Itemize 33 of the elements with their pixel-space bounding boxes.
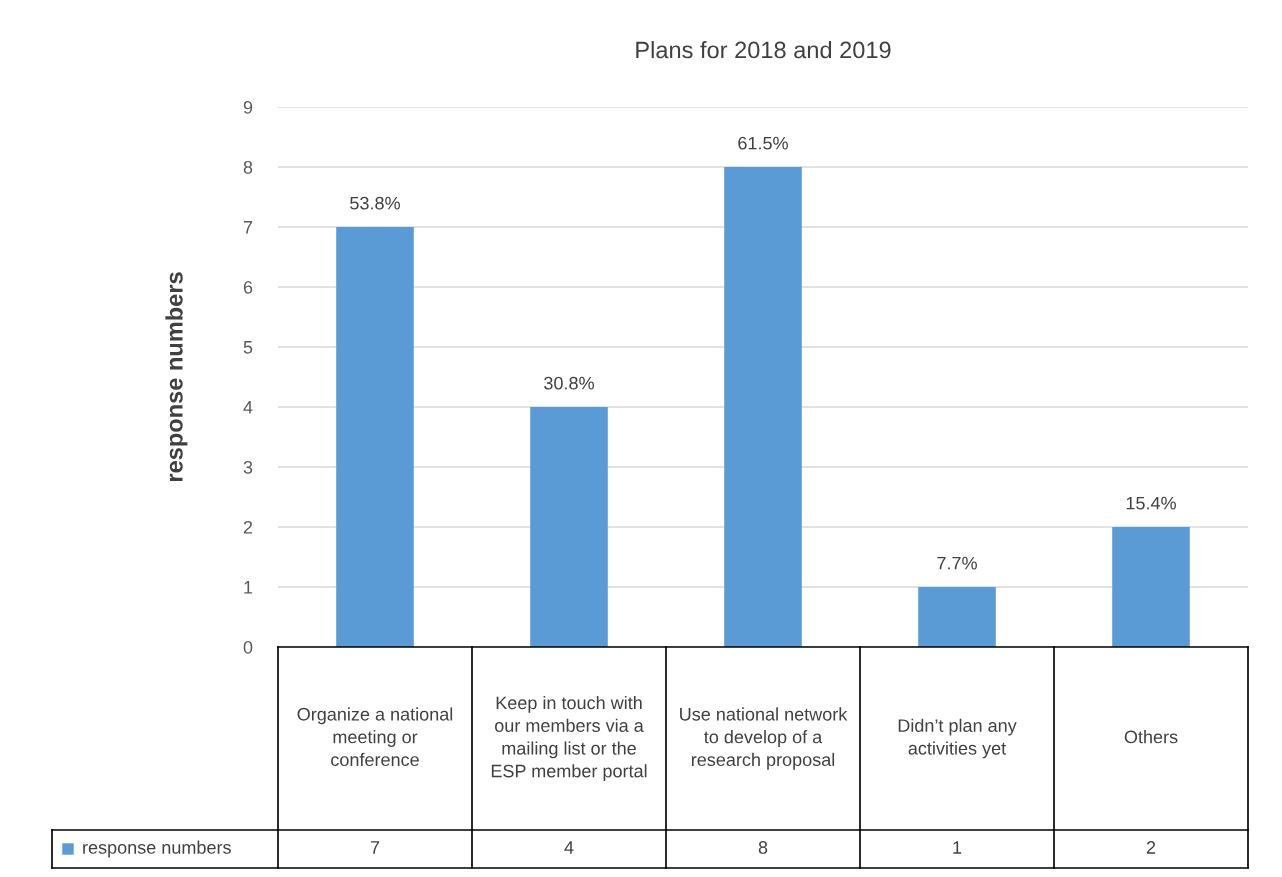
- bar: [336, 227, 414, 647]
- annotation: 53.8%: [350, 196, 400, 210]
- bar: [530, 407, 608, 647]
- y-tick-label: 0: [243, 640, 253, 654]
- data-label: 1: [953, 841, 962, 854]
- data-label: 7: [370, 841, 380, 854]
- bar: [918, 587, 996, 647]
- annotation: 15.4%: [1126, 496, 1176, 510]
- x-tick-label: Keep in touch with our members via a mailing list or the ESP member portal: [491, 696, 647, 781]
- annotation: 7.7%: [937, 556, 977, 570]
- data-label: 2: [1146, 841, 1156, 854]
- x-tick-label: Organize a national meeting or conference: [297, 707, 453, 767]
- chart-title: Plans for 2018 and 2019: [636, 41, 891, 59]
- y-tick-label: 6: [243, 280, 253, 294]
- y-tick-label: 3: [243, 460, 253, 474]
- y-tick-label: 9: [243, 100, 253, 114]
- y-tick-label: 4: [243, 401, 253, 414]
- data-label: 8: [758, 841, 768, 854]
- x-tick-label: Didn’t plan any activities yet: [898, 718, 1017, 759]
- x-tick-label: Others: [1124, 730, 1178, 744]
- y-tick-label: 8: [243, 160, 253, 174]
- x-tick-label: Use national network to develop of a research proposal: [680, 707, 848, 770]
- y-axis-title: response numbers: [165, 272, 188, 482]
- annotation: 30.8%: [544, 376, 594, 390]
- y-tick-label: 1: [244, 581, 253, 594]
- y-tick-label: 5: [243, 341, 253, 354]
- legend-label: response numbers: [83, 840, 231, 858]
- bar: [724, 167, 802, 647]
- y-tick-label: 7: [243, 221, 253, 234]
- bar: [1112, 527, 1190, 647]
- y-tick-label: 2: [243, 520, 253, 534]
- data-label: 4: [564, 841, 574, 854]
- annotation: 61.5%: [738, 136, 788, 150]
